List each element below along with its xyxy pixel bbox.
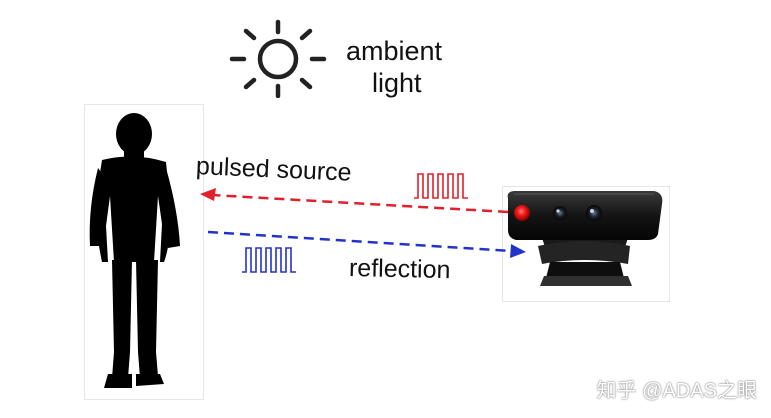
pulse-wave-red-icon bbox=[414, 173, 468, 199]
person-silhouette bbox=[89, 113, 180, 388]
watermark: 知乎 @ADAS之眼 bbox=[596, 380, 757, 402]
ambient-label: ambient bbox=[346, 36, 443, 66]
light-label: light bbox=[372, 68, 422, 98]
pulse-wave-blue-icon bbox=[242, 247, 296, 273]
person-panel bbox=[84, 104, 204, 400]
pulsed-source-label: pulsed source bbox=[195, 152, 353, 187]
camera-panel bbox=[502, 186, 670, 302]
pulsed-source-arrow bbox=[200, 188, 509, 214]
sun-icon bbox=[229, 19, 327, 98]
reflection-arrow bbox=[207, 230, 526, 258]
depth-camera bbox=[507, 191, 663, 286]
reflection-label: reflection bbox=[348, 254, 451, 285]
